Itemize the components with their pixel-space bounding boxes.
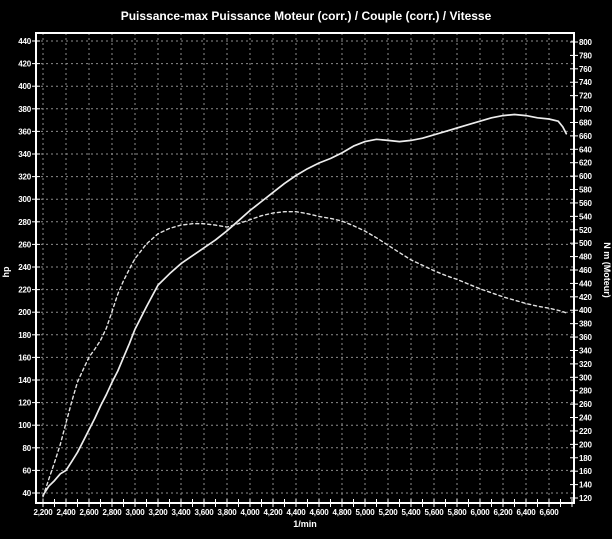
left-tick-label: 420 bbox=[18, 60, 31, 69]
x-tick-label: 5,400 bbox=[401, 508, 421, 517]
right-tick-label: 160 bbox=[579, 467, 592, 476]
x-tick-label: 5,800 bbox=[447, 508, 467, 517]
left-tick-label: 120 bbox=[18, 399, 31, 408]
x-axis-unit-label: 1/min bbox=[293, 519, 317, 529]
left-tick-label: 220 bbox=[18, 286, 31, 295]
x-tick-label: 6,400 bbox=[516, 508, 536, 517]
left-tick-label: 280 bbox=[18, 218, 31, 227]
x-tick-label: 3,800 bbox=[217, 508, 237, 517]
left-tick-label: 40 bbox=[23, 489, 32, 498]
right-tick-label: 360 bbox=[579, 333, 592, 342]
right-tick-label: 540 bbox=[579, 212, 592, 221]
x-tick-label: 3,400 bbox=[171, 508, 191, 517]
right-tick-label: 420 bbox=[579, 293, 592, 302]
left-tick-label: 60 bbox=[23, 466, 32, 475]
right-tick-label: 120 bbox=[579, 494, 592, 503]
right-tick-label: 680 bbox=[579, 118, 592, 127]
right-tick-label: 760 bbox=[579, 65, 592, 74]
left-tick-label: 360 bbox=[18, 127, 31, 136]
right-tick-label: 560 bbox=[579, 199, 592, 208]
right-tick-label: 180 bbox=[579, 454, 592, 463]
right-tick-label: 200 bbox=[579, 440, 592, 449]
x-tick-label: 4,600 bbox=[309, 508, 329, 517]
left-tick-label: 340 bbox=[18, 150, 31, 159]
right-tick-label: 280 bbox=[579, 387, 592, 396]
right-tick-label: 640 bbox=[579, 145, 592, 154]
left-tick-label: 240 bbox=[18, 263, 31, 272]
left-tick-label: 440 bbox=[18, 37, 31, 46]
right-tick-label: 380 bbox=[579, 320, 592, 329]
right-tick-label: 460 bbox=[579, 266, 592, 275]
axis-ticks bbox=[32, 40, 578, 507]
x-tick-label: 2,400 bbox=[56, 508, 76, 517]
x-tick-label: 4,000 bbox=[240, 508, 260, 517]
x-tick-label: 2,800 bbox=[102, 508, 122, 517]
left-tick-label: 80 bbox=[23, 444, 32, 453]
left-tick-label: 260 bbox=[18, 240, 31, 249]
x-tick-label: 2,600 bbox=[79, 508, 99, 517]
axis-tick-labels: 2,200 2,400 2,600 2,800 3,000 3,200 3,400 3,600… bbox=[18, 37, 592, 517]
x-tick-label: 4,800 bbox=[332, 508, 352, 517]
left-tick-label: 400 bbox=[18, 82, 31, 91]
x-tick-label: 6,000 bbox=[470, 508, 490, 517]
x-tick-label: 4,200 bbox=[263, 508, 283, 517]
right-tick-label: 300 bbox=[579, 373, 592, 382]
x-tick-label: 3,600 bbox=[194, 508, 214, 517]
right-tick-label: 780 bbox=[579, 51, 592, 60]
right-tick-label: 520 bbox=[579, 226, 592, 235]
left-tick-label: 160 bbox=[18, 353, 31, 362]
left-tick-label: 100 bbox=[18, 421, 31, 430]
curves bbox=[35, 32, 575, 504]
x-tick-label: 5,000 bbox=[355, 508, 375, 517]
right-tick-label: 480 bbox=[579, 253, 592, 262]
right-tick-label: 240 bbox=[579, 414, 592, 423]
chart-title: Puissance-max Puissance Moteur (corr.) /… bbox=[120, 9, 492, 23]
left-tick-label: 180 bbox=[18, 331, 31, 340]
right-tick-label: 620 bbox=[579, 159, 592, 168]
left-tick-label: 320 bbox=[18, 173, 31, 182]
left-tick-label: 200 bbox=[18, 308, 31, 317]
left-tick-label: 140 bbox=[18, 376, 31, 385]
right-tick-label: 740 bbox=[579, 78, 592, 87]
left-tick-label: 380 bbox=[18, 105, 31, 114]
x-tick-label: 5,600 bbox=[424, 508, 444, 517]
x-tick-label: 2,200 bbox=[33, 508, 53, 517]
gridlines bbox=[36, 33, 574, 503]
x-tick-label: 4,400 bbox=[286, 508, 306, 517]
torque-curve bbox=[42, 210, 567, 498]
x-tick-label: 5,200 bbox=[378, 508, 398, 517]
x-tick-label: 6,200 bbox=[493, 508, 513, 517]
right-axis-unit-label: N m (Moteur) bbox=[602, 242, 612, 298]
right-tick-label: 500 bbox=[579, 239, 592, 248]
right-tick-label: 600 bbox=[579, 172, 592, 181]
right-tick-label: 720 bbox=[579, 92, 592, 101]
right-tick-label: 220 bbox=[579, 427, 592, 436]
right-tick-label: 580 bbox=[579, 186, 592, 195]
left-axis-unit-label: hp bbox=[1, 266, 11, 277]
right-tick-label: 400 bbox=[579, 306, 592, 315]
left-tick-label: 300 bbox=[18, 195, 31, 204]
plot-frame bbox=[35, 32, 575, 504]
x-tick-label: 6,600 bbox=[539, 508, 559, 517]
power-curve bbox=[42, 113, 568, 497]
x-tick-label: 3,200 bbox=[148, 508, 168, 517]
right-tick-label: 440 bbox=[579, 279, 592, 288]
right-tick-label: 340 bbox=[579, 346, 592, 355]
x-tick-label: 3,000 bbox=[125, 508, 145, 517]
right-tick-label: 800 bbox=[579, 38, 592, 47]
right-tick-label: 260 bbox=[579, 400, 592, 409]
right-tick-label: 320 bbox=[579, 360, 592, 369]
right-tick-label: 660 bbox=[579, 132, 592, 141]
right-tick-label: 700 bbox=[579, 105, 592, 114]
right-tick-label: 140 bbox=[579, 481, 592, 490]
